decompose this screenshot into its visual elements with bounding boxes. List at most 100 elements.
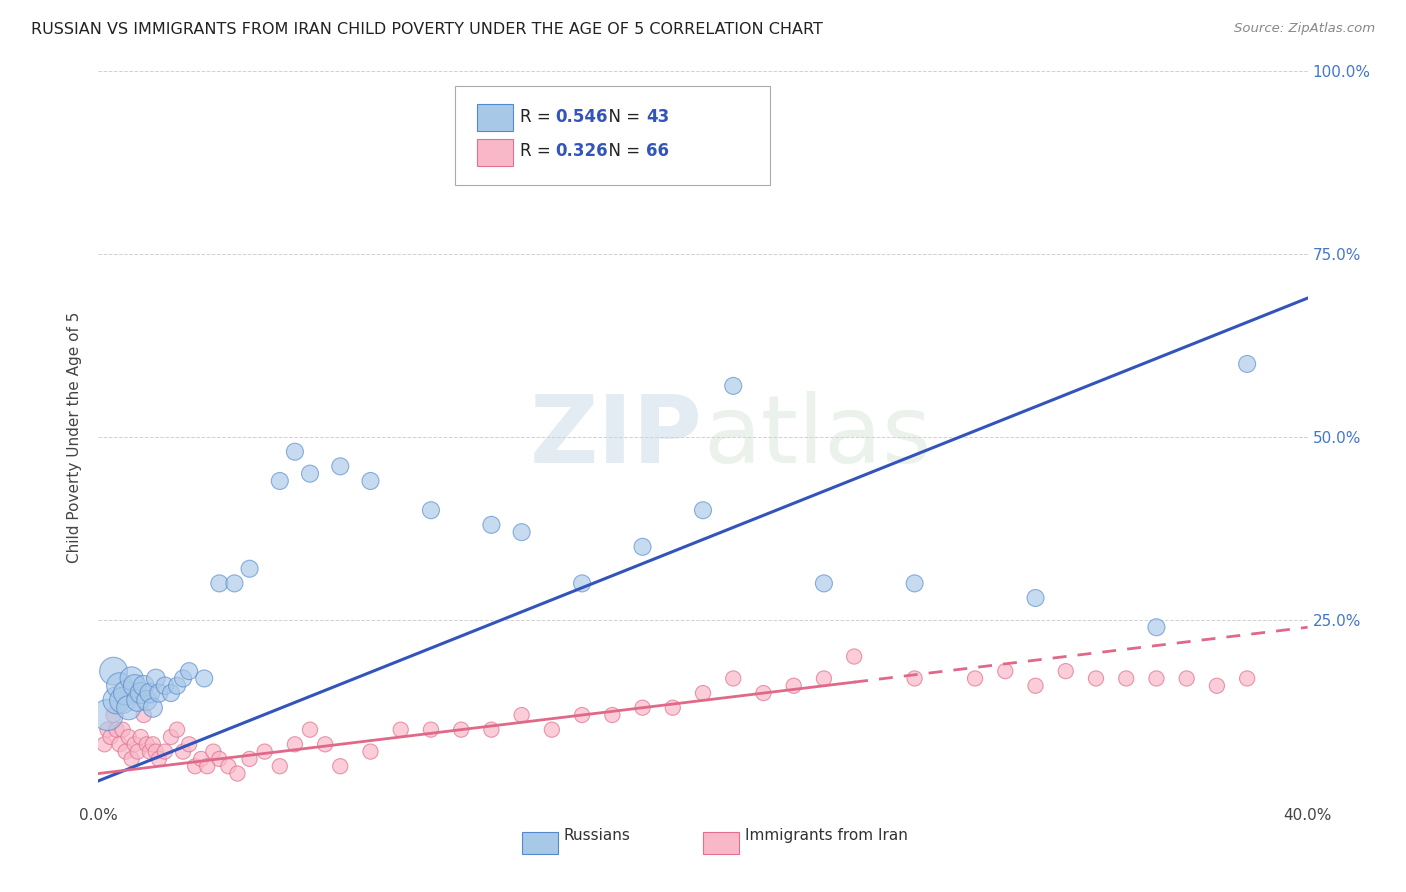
Point	[269, 759, 291, 773]
Text: Immigrants from Iran: Immigrants from Iran	[745, 828, 908, 843]
Point	[450, 723, 472, 737]
Point	[226, 766, 249, 780]
Point	[1236, 672, 1258, 686]
Point	[132, 708, 155, 723]
Point	[1236, 357, 1258, 371]
Point	[217, 759, 239, 773]
Point	[692, 686, 714, 700]
Point	[752, 686, 775, 700]
Point	[111, 723, 134, 737]
Point	[224, 576, 246, 591]
Point	[692, 503, 714, 517]
Point	[299, 723, 322, 737]
Point	[190, 752, 212, 766]
Point	[139, 745, 162, 759]
Point	[360, 745, 382, 759]
Text: 0.326: 0.326	[555, 143, 609, 161]
Point	[153, 679, 176, 693]
Point	[114, 745, 136, 759]
Point	[124, 737, 146, 751]
Point	[360, 474, 382, 488]
FancyBboxPatch shape	[477, 138, 513, 167]
Point	[145, 672, 167, 686]
Point	[108, 679, 131, 693]
Point	[571, 708, 593, 723]
Point	[108, 737, 131, 751]
Text: ZIP: ZIP	[530, 391, 703, 483]
Text: Source: ZipAtlas.com: Source: ZipAtlas.com	[1234, 22, 1375, 36]
Point	[965, 672, 987, 686]
Point	[253, 745, 276, 759]
Point	[148, 686, 170, 700]
Text: atlas: atlas	[703, 391, 931, 483]
Point	[160, 730, 183, 744]
FancyBboxPatch shape	[703, 832, 740, 854]
Point	[284, 444, 307, 458]
Point	[135, 737, 157, 751]
Point	[481, 517, 503, 532]
Point	[269, 474, 291, 488]
Point	[1144, 672, 1167, 686]
Point	[148, 752, 170, 766]
Point	[631, 700, 654, 714]
Point	[239, 752, 262, 766]
Point	[631, 540, 654, 554]
Point	[103, 708, 125, 723]
Point	[1144, 620, 1167, 634]
Point	[208, 576, 231, 591]
Point	[723, 672, 745, 686]
Point	[1054, 664, 1077, 678]
Text: 43: 43	[647, 108, 669, 126]
Point	[127, 693, 149, 707]
Point	[1085, 672, 1108, 686]
Point	[314, 737, 336, 751]
Point	[142, 700, 165, 714]
Point	[1024, 591, 1046, 605]
Point	[118, 700, 141, 714]
Text: N =: N =	[598, 143, 645, 161]
FancyBboxPatch shape	[522, 832, 558, 854]
Point	[420, 723, 443, 737]
Point	[96, 708, 118, 723]
Point	[844, 649, 866, 664]
Text: R =: R =	[520, 108, 557, 126]
Point	[783, 679, 806, 693]
Point	[481, 723, 503, 737]
Point	[121, 752, 143, 766]
Point	[1206, 679, 1229, 693]
Point	[723, 379, 745, 393]
Point	[184, 759, 207, 773]
Point	[105, 693, 128, 707]
Point	[105, 723, 128, 737]
Point	[195, 759, 218, 773]
Point	[129, 686, 152, 700]
Point	[1115, 672, 1137, 686]
Point	[124, 679, 146, 693]
Point	[571, 576, 593, 591]
Text: 66: 66	[647, 143, 669, 161]
Text: Russians: Russians	[564, 828, 631, 843]
Point	[121, 672, 143, 686]
Point	[661, 700, 683, 714]
Point	[172, 672, 194, 686]
Point	[994, 664, 1017, 678]
Point	[118, 730, 141, 744]
Point	[103, 664, 125, 678]
Point	[540, 723, 562, 737]
Point	[166, 723, 188, 737]
Point	[420, 503, 443, 517]
Point	[114, 686, 136, 700]
Point	[166, 679, 188, 693]
Y-axis label: Child Poverty Under the Age of 5: Child Poverty Under the Age of 5	[67, 311, 83, 563]
Point	[179, 737, 201, 751]
Point	[813, 672, 835, 686]
Point	[202, 745, 225, 759]
Text: R =: R =	[520, 143, 557, 161]
Point	[208, 752, 231, 766]
Point	[239, 562, 262, 576]
Point	[193, 672, 215, 686]
Point	[111, 693, 134, 707]
FancyBboxPatch shape	[456, 86, 769, 185]
Point	[284, 737, 307, 751]
Point	[96, 723, 118, 737]
